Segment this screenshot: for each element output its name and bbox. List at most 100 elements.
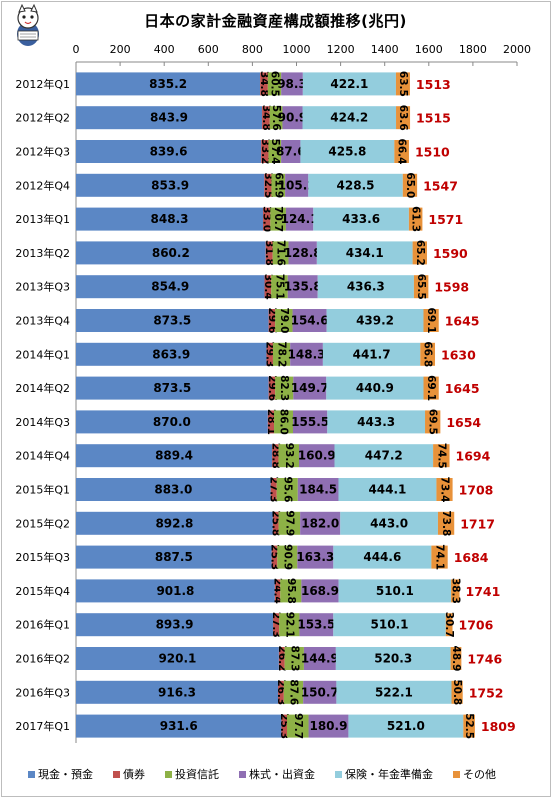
bar-segment [76, 376, 269, 400]
legend-swatch [335, 770, 342, 778]
category-label: 2013年Q3 [15, 280, 70, 294]
data-label: 873.5 [153, 314, 191, 328]
bar-segment [297, 478, 339, 501]
data-label: 87.6 [276, 145, 306, 159]
total-label: 1654 [446, 415, 481, 430]
bar-segment [282, 106, 303, 130]
bar-segment [292, 309, 327, 332]
total-label: 1717 [460, 516, 495, 531]
bar-segment [396, 106, 411, 130]
chart-legend: 現金・預金 債券 投資信託 株式・出資金 保険・年金準備金 その他 [28, 766, 548, 782]
category-label: 2012年Q3 [15, 145, 70, 159]
total-label: 1752 [469, 685, 504, 700]
bar-segment [451, 680, 463, 704]
data-label: 73.8 [440, 510, 452, 536]
data-label: 150.7 [301, 685, 339, 699]
data-label: 447.2 [365, 449, 403, 463]
bar-segment [260, 72, 268, 96]
bar-segment [278, 511, 301, 535]
bar-segment [286, 714, 309, 738]
data-label: 95.8 [285, 578, 297, 604]
data-label: 63.5 [397, 71, 409, 97]
bar-segment [420, 342, 436, 366]
total-label: 1513 [416, 77, 451, 92]
bar-segment [300, 511, 341, 535]
data-label: 428.5 [337, 178, 375, 192]
data-label: 65.0 [404, 172, 416, 198]
bar-segment [302, 106, 397, 130]
bar-segment [299, 444, 335, 468]
total-label: 1590 [433, 246, 468, 261]
bar-segment [268, 140, 282, 163]
data-label: 892.8 [155, 516, 193, 530]
bar-segment [268, 376, 276, 400]
legend-item: 保険・年金準備金 [335, 766, 433, 782]
bar-segment [281, 72, 303, 96]
bar-segment [278, 647, 285, 670]
data-label: 854.9 [151, 280, 189, 294]
data-label: 78.2 [276, 341, 288, 367]
data-label: 422.1 [330, 77, 368, 91]
data-label: 93.2 [283, 443, 295, 469]
data-label: 182.0 [301, 516, 339, 530]
legend-item: 現金・預金 [28, 766, 93, 782]
total-label: 1694 [456, 449, 491, 464]
bar-segment [395, 72, 410, 96]
bar-segment [265, 241, 273, 265]
category-label: 2015年Q1 [15, 483, 70, 497]
data-label: 74.1 [434, 544, 446, 570]
bar-segment [274, 410, 293, 434]
bar-segment [326, 376, 424, 400]
category-label: 2014年Q2 [15, 381, 70, 395]
total-label: 1645 [445, 381, 480, 396]
data-label: 82.3 [278, 375, 290, 401]
bar-segment [402, 173, 418, 197]
bar-segment [336, 680, 452, 704]
bar-segment [431, 545, 448, 569]
bar-segment [76, 511, 273, 535]
data-label: 860.2 [152, 246, 190, 260]
total-label: 1746 [467, 652, 502, 667]
legend-item: 債券 [113, 766, 145, 782]
data-label: 148.3 [288, 347, 326, 361]
data-label: 843.9 [150, 111, 188, 125]
bar-segment [437, 511, 455, 535]
data-label: 60.5 [269, 71, 281, 97]
bar-segment [272, 511, 279, 535]
data-label: 57.4 [269, 139, 281, 165]
legend-label: 投資信託 [175, 768, 219, 781]
data-label: 75.1 [273, 274, 285, 300]
data-label: 27.3 [270, 612, 282, 638]
category-label: 2013年Q4 [15, 314, 70, 328]
data-label: 69.1 [425, 308, 437, 334]
bar-segment [267, 410, 275, 434]
x-tick-label: 600 [198, 43, 219, 56]
bar-segment [76, 680, 279, 704]
bar-segment [277, 545, 298, 569]
bar-segment [76, 72, 261, 96]
data-label: 916.3 [158, 685, 196, 699]
bar-segment [334, 444, 434, 468]
data-label: 74.5 [435, 443, 447, 469]
bar-segment [272, 342, 291, 366]
bar-segment [308, 714, 349, 738]
data-label: 433.6 [342, 212, 380, 226]
bar-segment [281, 140, 301, 163]
legend-label: その他 [463, 768, 496, 781]
bar-segment [445, 613, 453, 637]
data-label: 65.2 [414, 240, 426, 266]
bar-segment [273, 613, 280, 637]
data-label: 50.8 [451, 679, 463, 705]
category-label: 2012年Q4 [15, 178, 70, 192]
data-label: 424.2 [330, 111, 368, 125]
mascot-icon [17, 4, 39, 46]
data-label: 124.1 [281, 212, 319, 226]
data-label: 168.9 [301, 584, 339, 598]
bar-segment [281, 714, 287, 738]
bar-segment [280, 579, 302, 603]
bar-segment [276, 478, 298, 501]
data-label: 97.9 [283, 510, 295, 536]
data-label: 27.3 [268, 477, 280, 503]
bar-segment [288, 241, 317, 265]
bar-segment [300, 140, 395, 163]
